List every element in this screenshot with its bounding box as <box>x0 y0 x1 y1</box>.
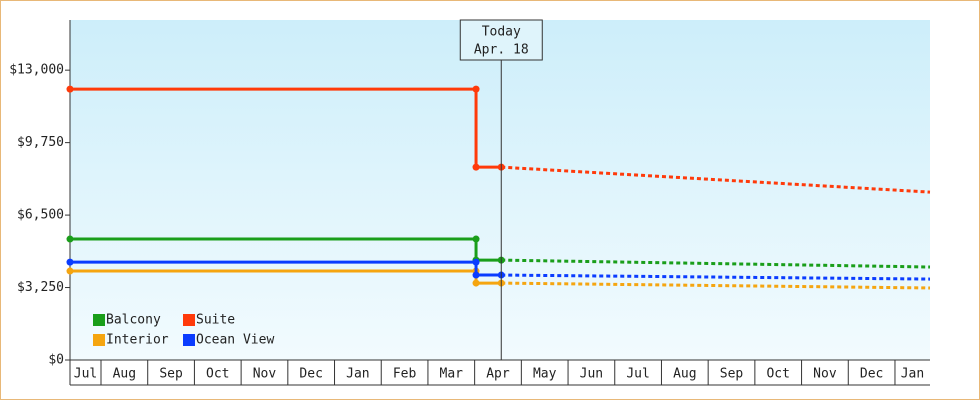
x-tick-label: Sep <box>720 367 744 382</box>
forecast-line <box>501 258 931 269</box>
price-point <box>66 235 74 243</box>
price-line <box>70 237 502 262</box>
x-tick-label: Mar <box>440 367 464 382</box>
x-tick-label: Jul <box>626 367 649 382</box>
price-point <box>472 279 480 287</box>
price-point <box>66 267 74 275</box>
legend-label: Interior <box>106 333 169 348</box>
legend-label: Suite <box>196 313 235 328</box>
today-label: Today <box>482 25 521 40</box>
price-point <box>472 85 480 93</box>
x-tick-label: Dec <box>299 367 322 382</box>
legend-swatch <box>183 334 195 346</box>
x-tick-label: Oct <box>206 367 229 382</box>
legend-label: Ocean View <box>196 333 274 348</box>
x-tick-label: Aug <box>113 367 136 382</box>
forecast-line <box>501 281 931 290</box>
price-point <box>472 163 480 171</box>
plot-area <box>70 20 930 360</box>
price-line <box>70 87 502 169</box>
x-tick-label: Jun <box>580 367 603 382</box>
x-tick-label: Dec <box>860 367 883 382</box>
x-tick-label: Jul <box>74 367 97 382</box>
price-point <box>472 258 480 266</box>
price-point <box>66 258 74 266</box>
legend-swatch <box>183 314 195 326</box>
y-tick-label: $3,250 <box>17 280 64 295</box>
price-point <box>472 271 480 279</box>
price-point <box>66 85 74 93</box>
legend-label: Balcony <box>106 313 161 328</box>
y-tick-label: $13,000 <box>9 63 64 78</box>
today-label: Apr. 18 <box>474 43 529 58</box>
x-tick-label: May <box>533 367 557 382</box>
price-line <box>70 260 502 277</box>
x-tick-label: Oct <box>766 367 789 382</box>
price-point <box>472 235 480 243</box>
y-tick-label: $6,500 <box>17 208 64 223</box>
y-tick-label: $9,750 <box>17 135 64 150</box>
forecast-line <box>501 273 931 281</box>
x-tick-label: Jan <box>346 367 369 382</box>
today-box <box>459 19 543 61</box>
x-tick-label: Sep <box>159 367 183 382</box>
y-tick-label: $0 <box>48 353 64 368</box>
x-tick-label: Jan <box>901 367 924 382</box>
x-tick-label: Nov <box>813 367 837 382</box>
legend-swatch <box>93 314 105 326</box>
forecast-line <box>501 165 931 194</box>
x-tick-label: Nov <box>253 367 277 382</box>
x-tick-label: Feb <box>393 367 417 382</box>
legend-swatch <box>93 334 105 346</box>
x-tick-label: Aug <box>673 367 696 382</box>
x-tick-label: Apr <box>486 367 510 382</box>
